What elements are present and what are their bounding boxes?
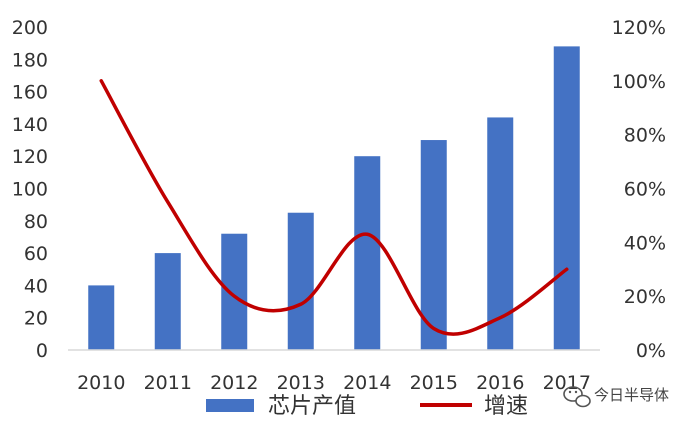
- y-left-tick-label: 140: [12, 114, 48, 136]
- wechat-icon: [563, 386, 591, 408]
- bar: [287, 212, 314, 350]
- growth-line: [99, 79, 569, 336]
- y-left-tick-label: 0: [36, 340, 48, 362]
- y-left-tick-label: 200: [12, 17, 48, 39]
- y-right-tick-label: 60%: [624, 179, 666, 201]
- x-tick-label: 2016: [476, 372, 524, 394]
- y-left-tick-label: 180: [12, 49, 48, 71]
- y-right-tick-label: 100%: [612, 71, 666, 93]
- bar: [553, 46, 580, 350]
- x-tick-label: 2015: [410, 372, 458, 394]
- y-left-tick-label: 120: [12, 146, 48, 168]
- y-right-tick-label: 80%: [624, 125, 666, 147]
- legend-label-line: 增速: [484, 394, 528, 419]
- bar: [420, 140, 447, 350]
- y-right-tick-label: 40%: [624, 232, 666, 254]
- legend-swatch-bar: [206, 399, 254, 412]
- x-tick-label: 2014: [343, 372, 391, 394]
- y-left-tick-label: 60: [24, 243, 48, 265]
- left-axis: 0 20 40 60 80 100 120 140 160 180 200: [12, 17, 48, 362]
- bar: [88, 285, 115, 350]
- x-tick-label: 2011: [144, 372, 192, 394]
- y-left-tick-label: 100: [12, 179, 48, 201]
- legend-label-bar: 芯片产值: [268, 394, 356, 419]
- y-left-tick-label: 80: [24, 211, 48, 233]
- right-axis: 0% 20% 40% 60% 80% 100% 120%: [612, 17, 666, 362]
- x-tick-label: 2017: [543, 372, 591, 394]
- legend: 芯片产值 增速: [206, 394, 528, 419]
- bar: [354, 156, 381, 350]
- y-left-tick-label: 160: [12, 82, 48, 104]
- watermark-text: 今日半导体: [594, 386, 669, 404]
- y-right-tick-label: 120%: [612, 17, 666, 39]
- x-axis: 2010 2011 2012 2013 2014 2015 2016 2017: [77, 372, 591, 394]
- y-right-tick-label: 0%: [636, 340, 666, 362]
- y-right-tick-label: 20%: [624, 286, 666, 308]
- bar: [487, 117, 514, 350]
- bars: [88, 46, 580, 350]
- bar: [221, 233, 248, 350]
- y-left-tick-label: 20: [24, 308, 48, 330]
- x-tick-label: 2012: [210, 372, 258, 394]
- bar: [154, 253, 181, 350]
- x-tick-label: 2010: [77, 372, 125, 394]
- x-tick-label: 2013: [277, 372, 325, 394]
- watermark: 今日半导体: [563, 386, 669, 408]
- y-left-tick-label: 40: [24, 275, 48, 297]
